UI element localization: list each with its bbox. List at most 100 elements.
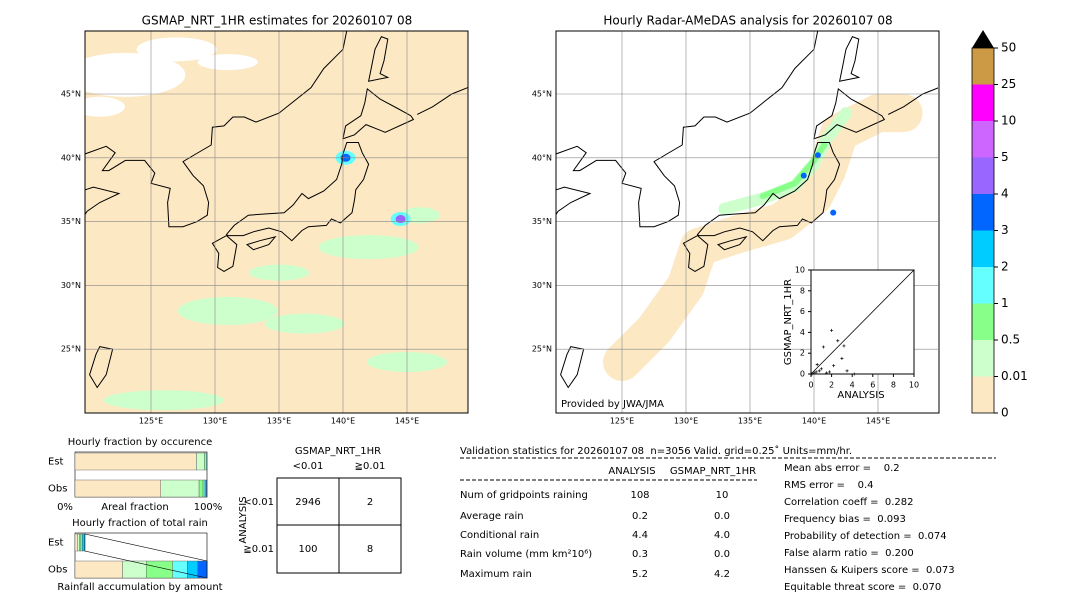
column-label: GSMAP_NRT_1HR: [670, 466, 756, 477]
scatter-point: [824, 371, 828, 375]
score: RMS error = 0.4: [784, 480, 874, 491]
diagonal: [810, 269, 915, 375]
scatter-point: [819, 367, 823, 371]
stat-value: 0.0: [714, 549, 730, 560]
column-label: ≧0.01: [355, 461, 386, 472]
lat-label: 45°N: [61, 90, 81, 99]
stat-label: Num of gridpoints raining: [460, 490, 588, 501]
scatter-point: [845, 369, 849, 373]
lon-label: 130°E: [203, 417, 227, 426]
axis-label: Rainfall accumulation by amount: [57, 582, 222, 593]
row-label: Obs: [48, 484, 67, 495]
stat-value: 108: [630, 490, 649, 501]
stat-value: 4.4: [632, 530, 648, 541]
no-rain-area: [85, 96, 125, 117]
fraction-segment: [206, 479, 208, 498]
coastline: [556, 31, 819, 228]
coastline: [85, 31, 348, 228]
score: Frequency bias = 0.093: [784, 514, 906, 525]
score: Equitable threat score = 0.070: [784, 582, 941, 593]
x-tick-label: 6: [870, 381, 875, 390]
table-title: GSMAP_NRT_1HR: [295, 446, 381, 457]
colorbar-box: [972, 84, 994, 121]
lat-label: 35°N: [61, 217, 81, 226]
colorbar-label: 2: [1001, 260, 1009, 274]
map-frame: [84, 30, 469, 414]
column-label: ANALYSIS: [608, 466, 655, 477]
row-label: <0.01: [243, 497, 274, 508]
colorbar-box: [972, 157, 994, 194]
colorbar-box: [972, 376, 994, 413]
x-tick-label: 0: [808, 381, 813, 390]
stat-label: Rain volume (mm km²10⁶): [460, 549, 592, 560]
scatter-point: [840, 356, 844, 360]
scatter-point: [821, 345, 825, 349]
no-rain-area: [197, 54, 258, 71]
stat-label: Conditional rain: [460, 530, 539, 541]
axis-label: 100%: [194, 502, 223, 513]
score: Probability of detection = 0.074: [784, 531, 947, 542]
lat-label: 40°N: [532, 153, 552, 162]
rain-cell: [830, 209, 837, 216]
panel-title: Hourly fraction by occurence: [68, 437, 212, 448]
fraction-segment: [82, 533, 86, 552]
lon-label: 140°E: [331, 417, 355, 426]
y-tick-label: 8: [800, 286, 805, 295]
colorbar-label: 0: [1001, 406, 1009, 420]
lat-label: 40°N: [61, 153, 81, 162]
lat-label: 30°N: [61, 281, 81, 290]
coastline: [211, 234, 238, 272]
row-label: Est: [48, 538, 64, 549]
lon-label: 125°E: [610, 417, 634, 426]
axis-label: 0%: [57, 502, 73, 513]
score: Correlation coeff = 0.282: [784, 497, 914, 508]
lon-label: 145°E: [866, 417, 890, 426]
row-label: Est: [48, 457, 64, 468]
fraction-segment: [206, 452, 208, 471]
colorbar-box: [972, 303, 994, 340]
x-tick-label: 2: [829, 381, 834, 390]
fraction-segment: [172, 560, 188, 579]
colorbar-label: 3: [1001, 223, 1009, 237]
light-rain-area: [177, 296, 278, 325]
lon-label: 135°E: [738, 417, 762, 426]
lon-label: 140°E: [802, 417, 826, 426]
coastline: [556, 186, 592, 216]
stat-value: 0.0: [714, 511, 730, 522]
fraction-segment: [74, 452, 197, 471]
lat-label: 45°N: [532, 90, 552, 99]
fraction-segment: [74, 533, 78, 552]
map: [85, 31, 468, 413]
score: Hanssen & Kuipers score = 0.073: [784, 565, 955, 576]
lon-label: 125°E: [139, 417, 163, 426]
colorbar-box: [972, 340, 994, 377]
no-rain-area: [85, 52, 186, 97]
colorbar-extension: [972, 30, 994, 48]
coastline: [887, 87, 938, 115]
fraction-segment: [202, 479, 206, 498]
panel-title: Hourly fraction of total rain: [72, 518, 208, 529]
colorbar-box: [972, 230, 994, 267]
coastline: [85, 186, 121, 216]
lon-label: 130°E: [674, 417, 698, 426]
fraction-segment: [77, 533, 80, 552]
stat-value: 5.2: [632, 569, 648, 580]
y-tick-label: 10: [795, 266, 805, 275]
lon-label: 135°E: [267, 417, 291, 426]
no-rain-area: [136, 37, 217, 62]
stat-value: 4.2: [714, 569, 730, 580]
colorbar-label: 50: [1001, 41, 1016, 55]
y-tick-label: 0: [800, 370, 805, 379]
x-tick-label: 8: [891, 381, 896, 390]
fraction-segment: [198, 479, 204, 498]
y-tick-label: 2: [800, 349, 805, 358]
coastline: [245, 236, 277, 251]
lat-label: 30°N: [532, 281, 552, 290]
stat-value: 0.3: [632, 549, 648, 560]
scatter-point: [830, 328, 834, 332]
coastline: [838, 35, 861, 82]
scatter-point: [852, 372, 856, 376]
scatter-point: [828, 370, 832, 374]
rain-cell: [814, 152, 821, 159]
